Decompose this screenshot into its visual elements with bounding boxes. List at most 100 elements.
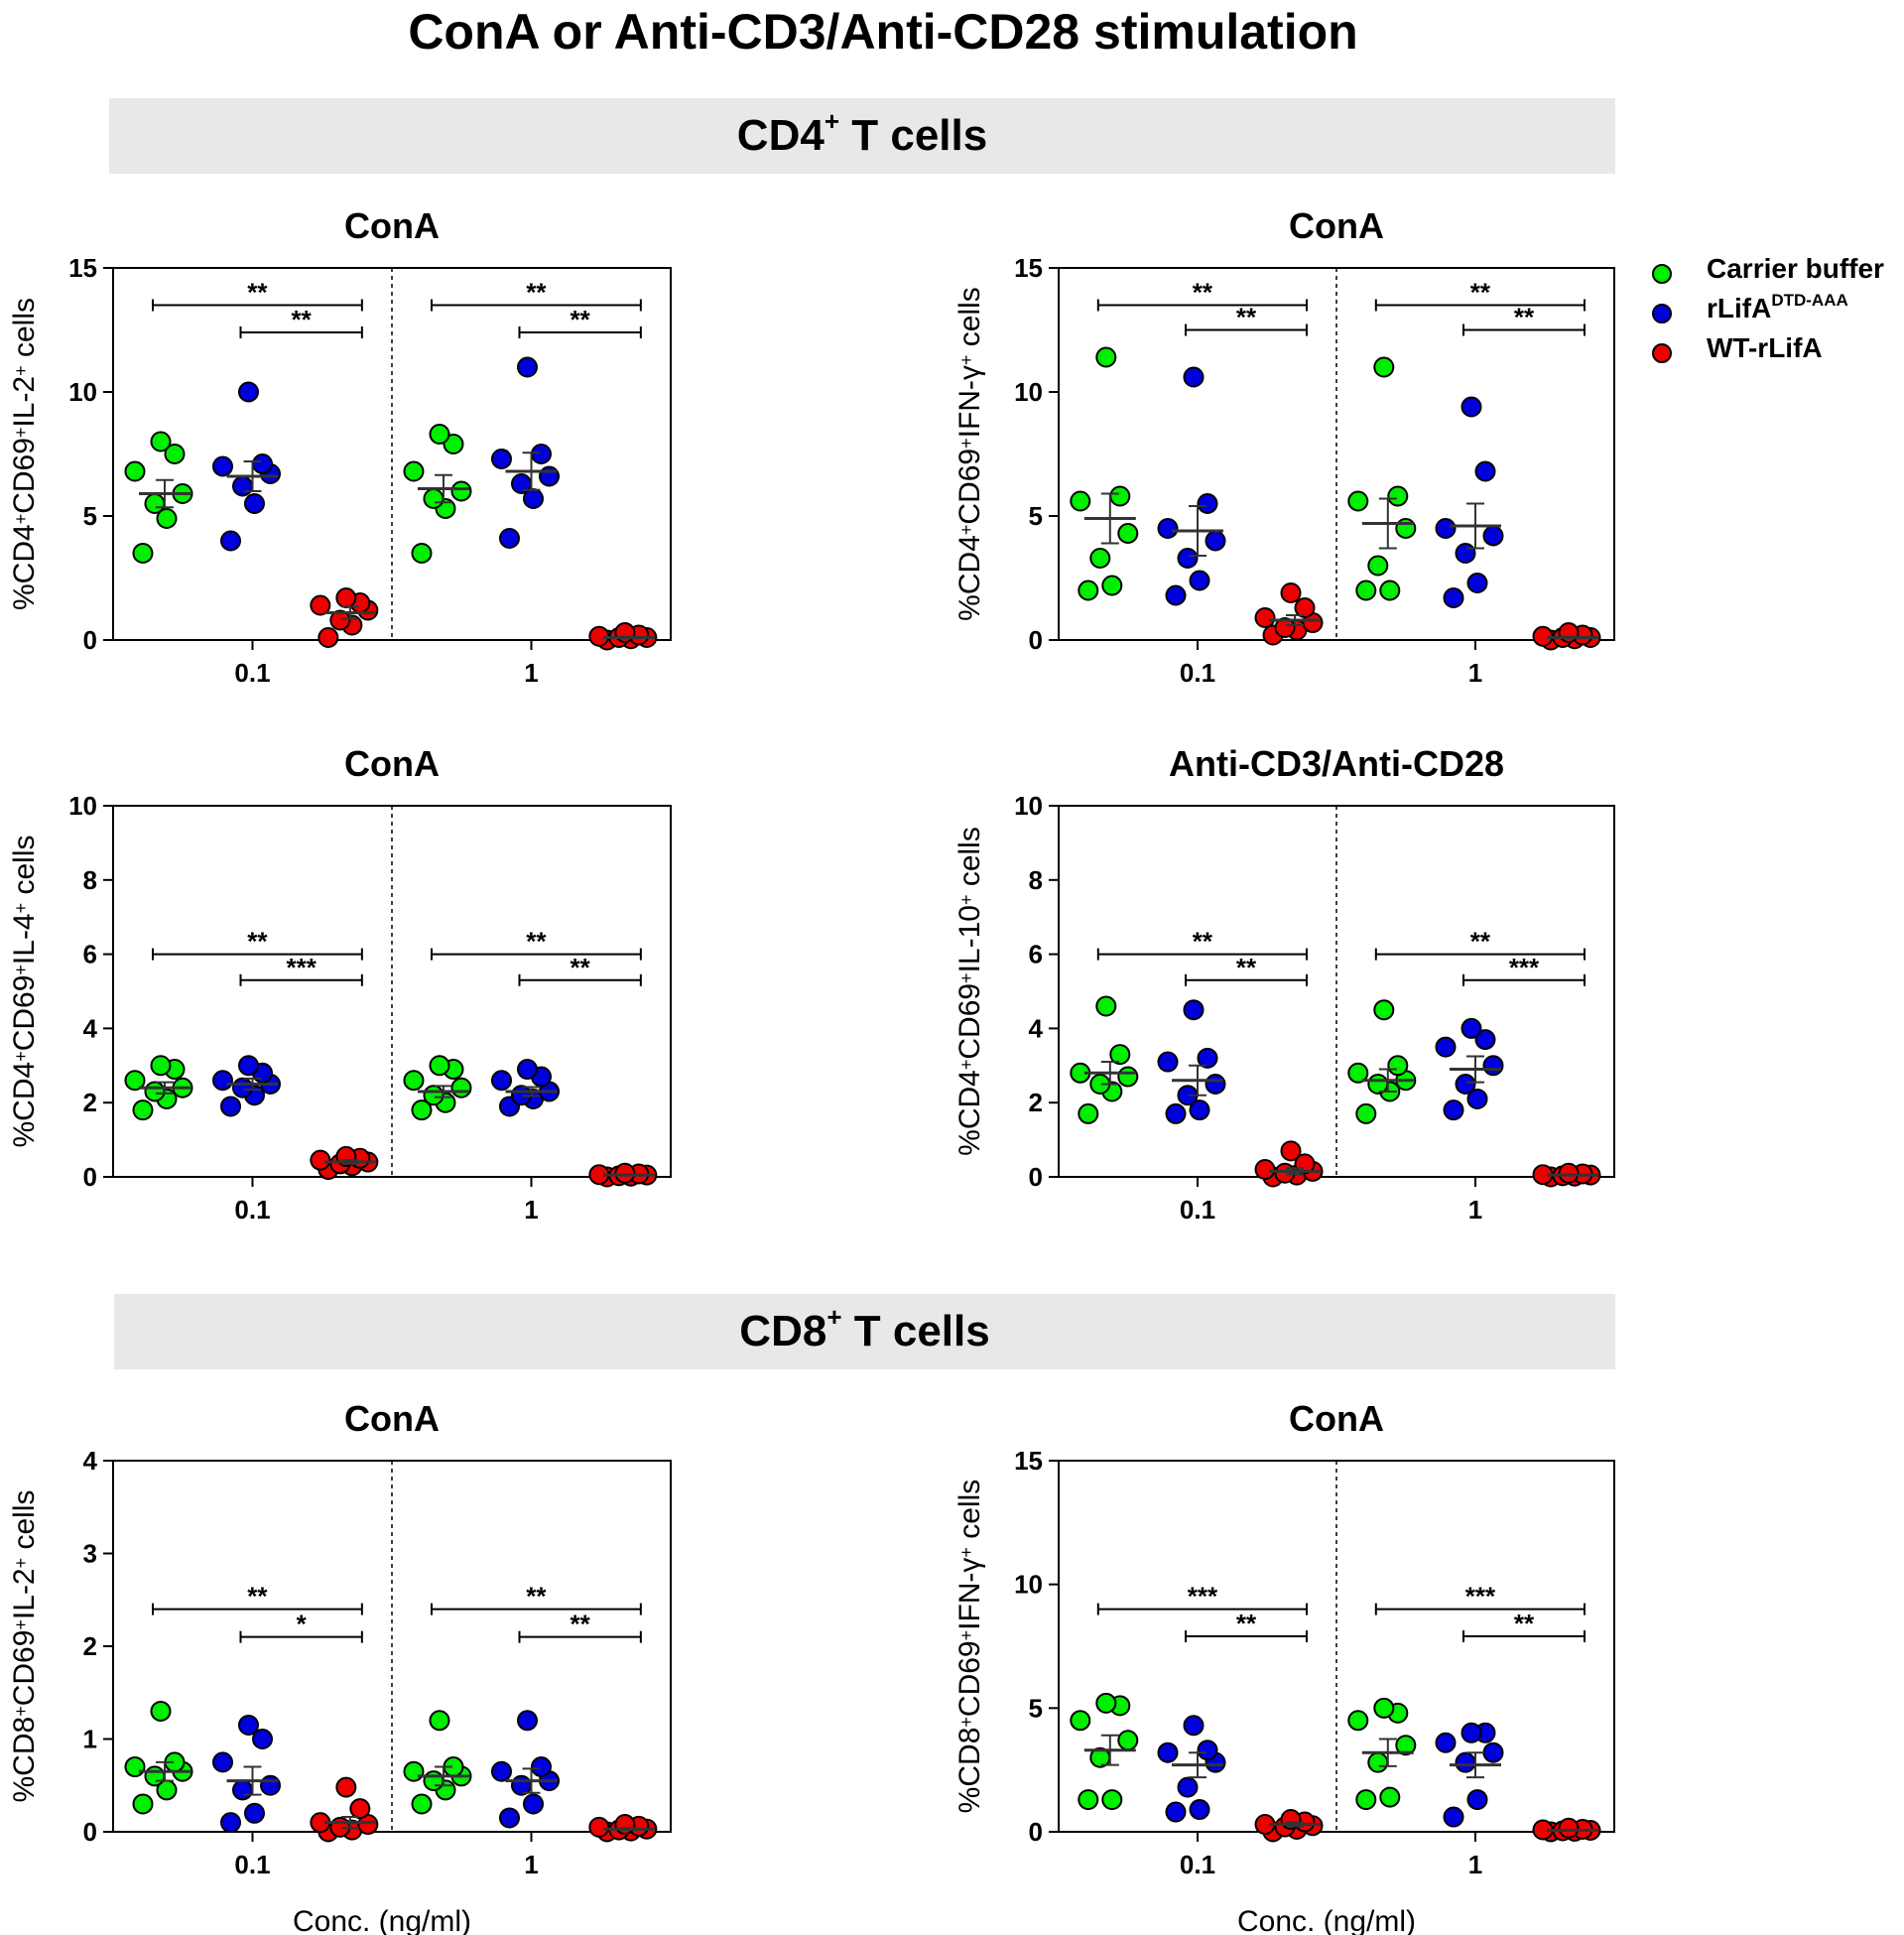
data-point <box>1466 1789 1488 1811</box>
data-point <box>1177 1776 1199 1798</box>
data-point <box>1558 1817 1580 1839</box>
sig-label: *** <box>1465 1582 1496 1612</box>
y-tick-label: 0 <box>83 1162 97 1192</box>
x-tick-label: 0.1 <box>234 1850 270 1879</box>
data-point <box>1443 587 1464 608</box>
data-point <box>1482 1742 1504 1763</box>
data-point <box>1373 1697 1395 1719</box>
y-tick-label: 2 <box>1029 1088 1043 1117</box>
y-tick-label: 1 <box>83 1725 97 1754</box>
sig-label: ** <box>1470 927 1491 957</box>
data-point <box>1367 555 1389 577</box>
data-point <box>317 627 339 648</box>
data-point <box>1280 1140 1302 1162</box>
data-point <box>1294 597 1316 618</box>
chart-title: ConA <box>1289 1398 1384 1439</box>
data-point <box>1254 1159 1276 1181</box>
y-tick-label: 0 <box>83 625 97 655</box>
data-point <box>1443 1099 1464 1121</box>
y-axis-label-part: CD69 <box>8 438 41 514</box>
sig-label: * <box>297 1610 308 1639</box>
data-point <box>1205 530 1226 552</box>
sig-label: ** <box>1193 278 1213 308</box>
y-axis-label-part: + <box>956 895 976 906</box>
sig-label: ** <box>526 1582 547 1612</box>
data-point <box>450 1077 472 1098</box>
data-point <box>443 434 464 454</box>
data-point <box>531 1756 552 1778</box>
y-tick-label: 15 <box>1014 253 1043 283</box>
x-tick-label: 1 <box>524 658 538 688</box>
sig-label: *** <box>286 953 317 982</box>
data-point <box>588 1816 610 1838</box>
y-axis-label-part: + <box>956 1547 976 1558</box>
data-point <box>403 1070 425 1092</box>
x-tick-label: 1 <box>524 1195 538 1225</box>
sig-label: ** <box>1514 1609 1535 1638</box>
data-point <box>491 1760 512 1782</box>
data-point <box>403 460 425 482</box>
sig-label: ** <box>247 278 268 308</box>
y-tick-label: 10 <box>68 377 97 407</box>
data-point <box>499 1807 520 1829</box>
data-point <box>1117 523 1139 544</box>
data-point <box>1435 1036 1457 1058</box>
data-point <box>1558 1162 1580 1184</box>
data-point <box>1109 485 1131 507</box>
y-tick-label: 10 <box>1014 791 1043 821</box>
data-point <box>1460 1017 1482 1039</box>
y-axis-label-part: + <box>11 1706 31 1717</box>
y-axis-label-part: + <box>11 1619 31 1630</box>
y-axis-label-part: cells <box>8 298 41 365</box>
data-point <box>1078 1102 1099 1124</box>
data-point <box>1460 396 1482 418</box>
chart-title: Anti-CD3/Anti-CD28 <box>1169 743 1504 784</box>
y-axis-label: %CD8+CD69+IL-2+ cells <box>8 1489 41 1802</box>
sig-label: ** <box>1236 303 1257 332</box>
data-point <box>1373 356 1395 378</box>
y-axis-label-part: IFN-γ <box>953 1558 986 1630</box>
data-point <box>1189 570 1210 591</box>
y-axis-label-part: %CD8 <box>953 1728 986 1814</box>
y-axis-label-part: CD69 <box>8 1630 41 1707</box>
data-point <box>244 1802 265 1824</box>
data-point <box>1109 1044 1131 1066</box>
y-axis-label-part: cells <box>953 1480 986 1547</box>
data-point <box>429 1055 450 1077</box>
data-point <box>1078 580 1099 601</box>
data-point <box>1101 1789 1123 1811</box>
x-tick-label: 1 <box>524 1850 538 1879</box>
data-point <box>310 594 331 616</box>
data-point <box>310 1149 331 1171</box>
data-point <box>1165 1801 1187 1823</box>
y-tick-label: 10 <box>1014 377 1043 407</box>
data-point <box>499 528 520 549</box>
y-tick-label: 0 <box>1029 1817 1043 1847</box>
y-tick-label: 8 <box>1029 865 1043 895</box>
section-banner-text: CD8+ T cells <box>739 1302 990 1355</box>
sig-label: ** <box>1236 1609 1257 1638</box>
data-point <box>411 543 433 564</box>
data-point <box>1474 1029 1496 1051</box>
data-point <box>212 455 233 477</box>
x-axis-label: Conc. (ng/ml) <box>1237 1905 1416 1935</box>
data-point <box>1197 493 1218 514</box>
x-tick-label: 1 <box>1468 1195 1482 1225</box>
data-point <box>1373 999 1395 1021</box>
y-tick-label: 10 <box>68 791 97 821</box>
y-axis-label-part: + <box>956 355 976 366</box>
chart-title: ConA <box>1289 205 1384 246</box>
data-point <box>1183 366 1205 388</box>
data-point <box>1157 1051 1179 1073</box>
data-point <box>523 1793 544 1815</box>
y-axis-label-part: CD69 <box>953 449 986 525</box>
data-point <box>1095 1692 1117 1714</box>
data-point <box>1387 1055 1409 1077</box>
y-tick-label: 10 <box>1014 1570 1043 1600</box>
data-point <box>491 1070 512 1092</box>
y-tick-label: 0 <box>1029 1162 1043 1192</box>
